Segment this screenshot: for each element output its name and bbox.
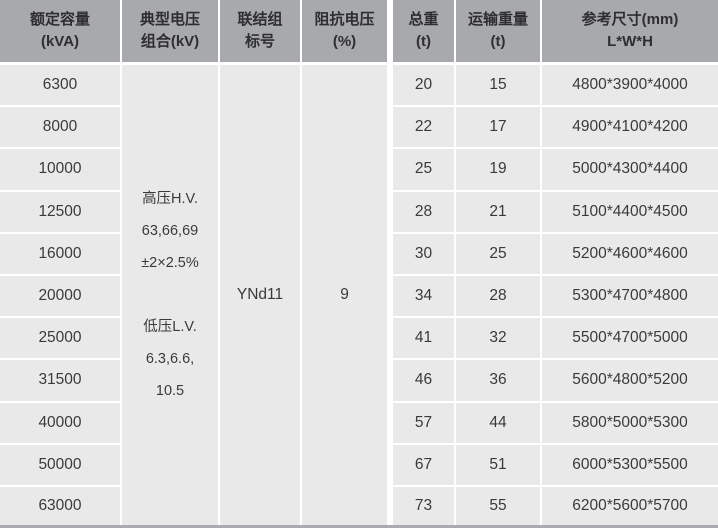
capacity-cell: 20000 [0, 275, 122, 319]
voltage-combo-line: 高压H.V. [142, 191, 198, 207]
transport-weight-cell: 28 [456, 275, 542, 319]
header-unit: (t) [416, 33, 431, 50]
transport-weight-cell: 44 [456, 402, 542, 445]
header-text: 额定容量 [29, 11, 90, 29]
capacity-cell: 63000 [0, 486, 122, 525]
table-row: 31500 46 36 5600*4800*5200 [0, 360, 718, 403]
header-text: 参考尺寸(mm) [581, 11, 679, 29]
transport-weight-cell: 19 [456, 149, 542, 192]
dimensions-cell: 5500*4700*5000 [542, 318, 718, 361]
table-row: 12500 28 21 5100*4400*4500 [0, 191, 718, 234]
dimensions-cell: 4900*4100*4200 [542, 107, 718, 150]
header-text: 典型电压 [139, 11, 200, 29]
capacity-cell: 25000 [0, 318, 122, 361]
table-row: 25000 41 32 5500*4700*5000 [0, 318, 718, 361]
dimensions-cell: 5200*4600*4600 [542, 233, 718, 276]
transport-weight-cell: 25 [456, 233, 542, 276]
header-voltage-combination: 典型电压 组合(kV) [122, 0, 220, 65]
table-row: 16000 30 25 5200*4600*4600 [0, 233, 718, 276]
transport-weight-cell: 51 [456, 444, 542, 487]
table-row: 10000 25 19 5000*4300*4400 [0, 149, 718, 192]
total-weight-cell: 20 [393, 65, 456, 108]
voltage-combo-line: 低压L.V. [143, 319, 197, 335]
capacity-cell: 12500 [0, 191, 122, 234]
impedance-voltage-cell: 9 [302, 65, 393, 525]
table-row: 50000 67 51 6000*5300*5500 [0, 444, 718, 487]
capacity-cell: 10000 [0, 149, 122, 192]
header-unit: L*W*H [607, 33, 653, 50]
total-weight-cell: 22 [393, 107, 456, 150]
header-unit: (%) [332, 33, 357, 50]
voltage-combo-line: 63,66,69 [141, 223, 199, 239]
dimensions-cell: 5800*5000*5300 [542, 402, 718, 445]
total-weight-cell: 73 [393, 486, 456, 525]
header-unit: (t) [490, 33, 506, 50]
capacity-cell: 8000 [0, 107, 122, 150]
table-row: 8000 22 17 4900*4100*4200 [0, 107, 718, 150]
transport-weight-cell: 32 [456, 318, 542, 361]
transport-weight-cell: 15 [456, 65, 542, 108]
total-weight-cell: 46 [393, 360, 456, 403]
capacity-cell: 6300 [0, 65, 122, 108]
capacity-cell: 40000 [0, 402, 122, 445]
header-connection-group: 联结组 标号 [220, 0, 302, 65]
dimensions-cell: 5600*4800*5200 [542, 360, 718, 403]
voltage-combo-line: 10.5 [155, 383, 185, 399]
total-weight-cell: 34 [393, 275, 456, 319]
dimensions-cell: 5300*4700*4800 [542, 275, 718, 319]
table-row: 40000 57 44 5800*5000*5300 [0, 402, 718, 445]
header-text: 联结组 [237, 11, 283, 29]
header-text: 总重 [408, 11, 439, 29]
header-unit: (kVA) [40, 33, 80, 50]
transport-weight-cell: 55 [456, 486, 542, 525]
voltage-combo-spacer [122, 279, 218, 311]
total-weight-cell: 41 [393, 318, 456, 361]
dimensions-cell: 6000*5300*5500 [542, 444, 718, 487]
header-impedance-voltage: 阻抗电压 (%) [302, 0, 393, 65]
voltage-combination-cell: 高压H.V. 63,66,69 ±2×2.5% 低压L.V. 6.3,6.6, 10.5 [122, 65, 220, 525]
voltage-combo-line: ±2×2.5% [141, 255, 199, 271]
transport-weight-cell: 17 [456, 107, 542, 150]
capacity-cell: 31500 [0, 360, 122, 403]
table-row: 6300 高压H.V. 63,66,69 ±2×2.5% 低压L.V. 6.3,6.6,… [0, 65, 718, 525]
dimensions-cell: 5000*4300*4400 [542, 149, 718, 192]
header-row: 额定容量 (kVA) 典型电压 组合(kV) 联结组 标号 阻抗电压 (%) 总… [0, 0, 718, 65]
connection-group-cell: YNd11 [220, 65, 302, 525]
total-weight-cell: 25 [393, 149, 456, 192]
transport-weight-cell: 21 [456, 191, 542, 234]
table-row: 20000 34 28 5300*4700*4800 [0, 275, 718, 319]
header-transport-weight: 运输重量 (t) [456, 0, 542, 65]
total-weight-cell: 67 [393, 444, 456, 487]
header-unit: 标号 [244, 33, 275, 50]
total-weight-cell: 28 [393, 191, 456, 234]
transport-weight-cell: 36 [456, 360, 542, 403]
table-row: 63000 73 55 6200*5600*5700 [0, 486, 718, 525]
total-weight-cell: 30 [393, 233, 456, 276]
header-unit: 组合(kV) [140, 33, 200, 50]
header-rated-capacity: 额定容量 (kVA) [0, 0, 122, 65]
dimensions-cell: 6200*5600*5700 [542, 486, 718, 525]
total-weight-cell: 57 [393, 402, 456, 445]
voltage-combo-line: 6.3,6.6, [145, 351, 195, 367]
header-dimensions: 参考尺寸(mm) L*W*H [542, 0, 718, 65]
header-text: 阻抗电压 [314, 11, 375, 29]
header-total-weight: 总重 (t) [393, 0, 456, 65]
capacity-cell: 50000 [0, 444, 122, 487]
capacity-cell: 16000 [0, 233, 122, 276]
dimensions-cell: 5100*4400*4500 [542, 191, 718, 234]
dimensions-cell: 4800*3900*4000 [542, 65, 718, 108]
header-text: 运输重量 [467, 11, 528, 29]
